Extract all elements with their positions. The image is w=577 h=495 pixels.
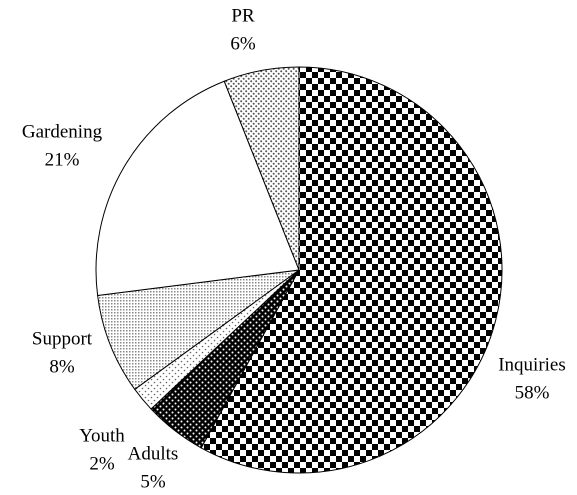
pie-slice	[97, 269, 300, 391]
slice-value-label: 2%	[89, 453, 115, 474]
slice-label: PR	[231, 5, 255, 26]
slice-value-label: 8%	[49, 356, 75, 377]
slice-value-label: 5%	[140, 471, 166, 492]
slice-label: Youth	[79, 425, 125, 446]
slice-label: Inquiries	[498, 354, 566, 375]
slice-label: Support	[32, 328, 93, 349]
slice-value-label: 58%	[515, 382, 550, 403]
slice-label: Adults	[128, 443, 179, 464]
slice-label: Gardening	[22, 121, 103, 142]
slice-value-label: 21%	[45, 149, 80, 170]
pie-slice	[200, 66, 503, 474]
slice-value-label: 6%	[230, 33, 256, 54]
pie-slice	[95, 80, 300, 297]
pie-slice	[223, 66, 300, 271]
